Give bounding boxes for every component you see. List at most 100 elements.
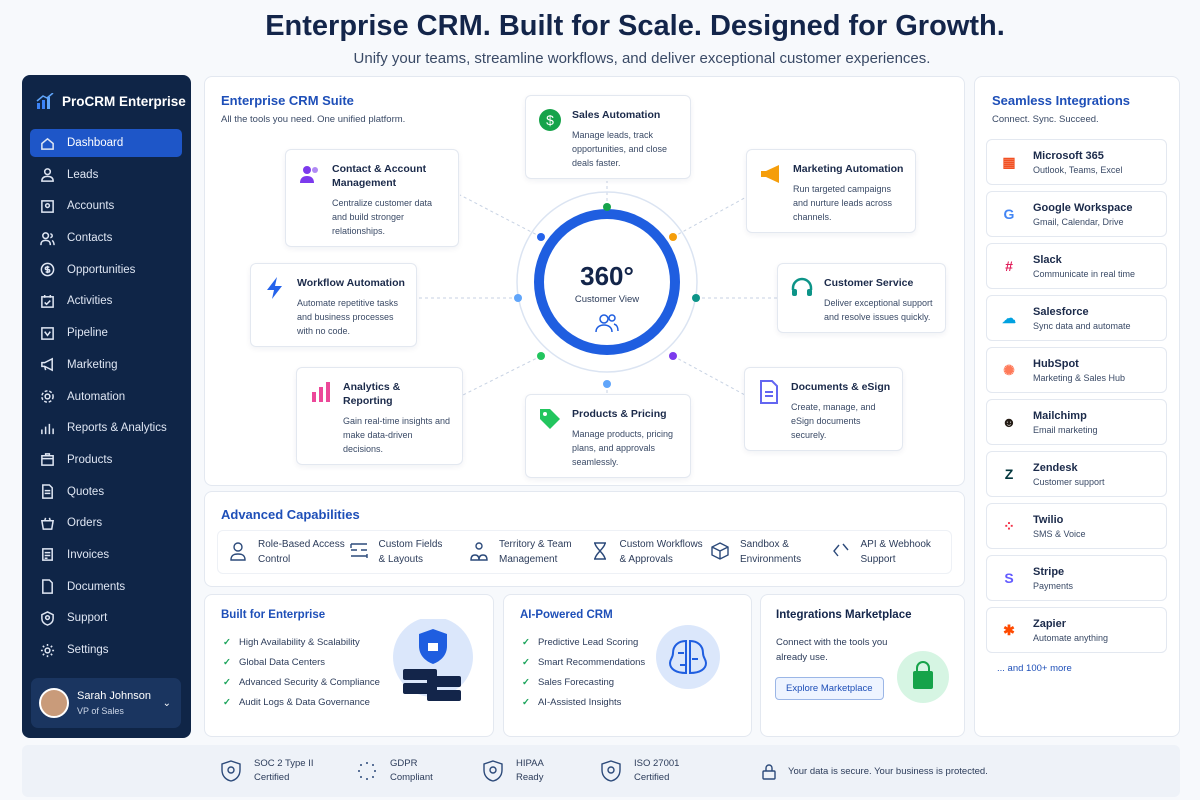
suite-subtitle: All the tools you need. One unified plat… <box>221 114 406 125</box>
sidebar-item-support[interactable]: Support <box>30 604 182 632</box>
hourglass-icon <box>593 542 606 560</box>
feature-card-analytics-reporting[interactable]: Analytics & Reporting Gain real-time insi… <box>296 367 463 465</box>
integrations-panel: Seamless Integrations Connect. Sync. Suc… <box>974 76 1180 737</box>
integration-name: Google Workspace <box>1033 201 1133 214</box>
user-profile[interactable]: Sarah Johnson VP of Sales ⌄ <box>31 678 181 728</box>
feature-card-documents-esign[interactable]: Documents & eSign Create, manage, and eSi… <box>744 367 903 451</box>
feature-card-marketing-automation[interactable]: Marketing Automation Run targeted campaig… <box>746 149 916 233</box>
shopping-bag-icon <box>897 651 949 703</box>
sidebar-item-label: Products <box>67 453 113 466</box>
hubspot-logo-icon: ✺ <box>1003 361 1015 378</box>
capability-item[interactable]: Sandbox & Environments <box>710 537 831 573</box>
file-icon <box>42 579 53 594</box>
feature-card-workflow-automation[interactable]: Workflow Automation Automate repetitive t… <box>250 263 417 347</box>
integration-desc: Automate anything <box>1033 632 1109 643</box>
integration-salesforce[interactable]: ☁ Salesforce Sync data and automate <box>986 295 1167 341</box>
capability-item[interactable]: Territory & Team Management <box>469 537 590 573</box>
capability-line2: & Layouts <box>378 554 423 565</box>
integration-desc: Gmail, Calendar, Drive <box>1033 216 1124 227</box>
integration-zendesk[interactable]: Z Zendesk Customer support <box>986 451 1167 497</box>
ai-panel: AI-Powered CRM ✓ Predictive Lead Scoring ✓… <box>503 594 752 737</box>
marketplace-title: Integrations Marketplace <box>776 609 912 621</box>
integration-desc: Payments <box>1033 580 1074 591</box>
capability-item[interactable]: Custom Workflows & Approvals <box>590 537 711 573</box>
more-integrations-link[interactable]: ... and 100+ more <box>997 663 1072 674</box>
pipeline-icon <box>41 326 54 340</box>
team-icon <box>470 542 488 561</box>
capability-item[interactable]: API & Webhook Support <box>831 537 952 573</box>
card-title: Documents & eSign <box>791 381 891 393</box>
sidebar-item-pipeline[interactable]: Pipeline <box>30 319 182 347</box>
sidebar-item-label: Opportunities <box>67 263 136 276</box>
integration-slack[interactable]: # Slack Communicate in real time <box>986 243 1167 289</box>
card-desc: Automate repetitive tasks and business p… <box>297 298 399 336</box>
integration-desc: Email marketing <box>1033 424 1098 435</box>
integration-name: Zendesk <box>1033 461 1078 474</box>
hub-center: 360° Customer View <box>547 261 667 338</box>
sidebar-item-settings[interactable]: Settings <box>30 636 182 664</box>
marketplace-panel: Integrations Marketplace Connect with th… <box>760 594 965 737</box>
sidebar-item-documents[interactable]: Documents <box>30 573 182 601</box>
sidebar-item-marketing[interactable]: Marketing <box>30 351 182 379</box>
advanced-title: Advanced Capabilities <box>221 507 360 522</box>
integration-hubspot[interactable]: ✺ HubSpot Marketing & Sales Hub <box>986 347 1167 393</box>
chevron-down-icon[interactable]: ⌄ <box>162 697 171 709</box>
sidebar-item-leads[interactable]: Leads <box>30 161 182 189</box>
sidebar-item-label: Leads <box>67 168 99 181</box>
explore-marketplace-button[interactable]: Explore Marketplace <box>775 677 884 700</box>
integration-zapier[interactable]: ✱ Zapier Automate anything <box>986 607 1167 653</box>
sidebar-item-label: Documents <box>67 580 126 593</box>
sidebar-item-automation[interactable]: Automation <box>30 383 182 411</box>
hub-label: Customer View <box>574 294 640 305</box>
feature-card-sales-automation[interactable]: $ Sales Automation Manage leads, track opp… <box>525 95 691 179</box>
marketplace-desc: Connect with the tools you already use. <box>776 637 888 663</box>
feature-text: Smart Recommendations <box>537 657 646 668</box>
sidebar-item-products[interactable]: Products <box>30 446 182 474</box>
sidebar-item-opportunities[interactable]: Opportunities <box>30 256 182 284</box>
sidebar-item-label: Reports & Analytics <box>67 422 167 435</box>
advanced-capabilities-panel: Advanced Capabilities Role-Based Access C… <box>204 491 965 587</box>
feature-card-products-pricing[interactable]: Products & Pricing Manage products, prici… <box>525 394 691 478</box>
sidebar-item-label: Settings <box>67 644 109 656</box>
card-desc: Gain real-time insights and make data-dr… <box>343 416 451 454</box>
ai-title: AI-Powered CRM <box>520 609 613 621</box>
feature-card-contact-account-management[interactable]: Contact & Account Management Centralize c… <box>285 149 459 247</box>
hub-dot <box>692 294 700 302</box>
sidebar-item-dashboard[interactable]: Dashboard <box>30 129 182 157</box>
sidebar-item-reports-analytics[interactable]: Reports & Analytics <box>30 414 182 442</box>
integration-desc: SMS & Voice <box>1033 528 1086 539</box>
lightning-icon <box>267 277 282 299</box>
sidebar-item-contacts[interactable]: Contacts <box>30 224 182 252</box>
card-desc: Deliver exceptional support and resolve … <box>824 298 933 322</box>
integration-microsoft-365[interactable]: ▦ Microsoft 365 Outlook, Teams, Excel <box>986 139 1167 185</box>
integration-stripe[interactable]: S Stripe Payments <box>986 555 1167 601</box>
page-subtitle: Unify your teams, streamline workflows, … <box>353 50 931 67</box>
sidebar-item-invoices[interactable]: Invoices <box>30 541 182 569</box>
integration-twilio[interactable]: ⁘ Twilio SMS & Voice <box>986 503 1167 549</box>
integration-mailchimp[interactable]: ☻ Mailchimp Email marketing <box>986 399 1167 445</box>
capability-item[interactable]: Role-Based Access Control <box>228 537 349 573</box>
capability-item[interactable]: Custom Fields & Layouts <box>349 537 470 573</box>
brand[interactable]: ProCRM Enterprise <box>36 93 186 109</box>
compliance-badge: HIPAA Ready <box>482 757 544 785</box>
sidebar-item-accounts[interactable]: Accounts <box>30 192 182 220</box>
check-icon: ✓ <box>223 657 231 668</box>
sidebar-item-quotes[interactable]: Quotes <box>30 478 182 506</box>
card-desc: Run targeted campaigns and nurture leads… <box>793 184 893 222</box>
sidebar-item-orders[interactable]: Orders <box>30 509 182 537</box>
bar-chart-icon <box>41 423 54 434</box>
page-title: Enterprise CRM. Built for Scale. Designe… <box>265 10 1005 42</box>
secure-notice: Your data is secure. Your business is pr… <box>762 764 988 780</box>
zapier-logo-icon: ✱ <box>1003 621 1015 638</box>
dollar-icon: $ <box>539 109 561 131</box>
integrations-title: Seamless Integrations <box>992 93 1130 108</box>
card-title: Contact & Account Management <box>332 163 427 189</box>
check-icon: ✓ <box>223 677 231 688</box>
integration-google-workspace[interactable]: G Google Workspace Gmail, Calendar, Drive <box>986 191 1167 237</box>
sidebar-item-activities[interactable]: Activities <box>30 287 182 315</box>
building-icon <box>41 200 54 213</box>
feature-card-customer-service[interactable]: Customer Service Deliver exceptional supp… <box>777 263 946 333</box>
suite-title: Enterprise CRM Suite <box>221 93 354 108</box>
card-title: Analytics & Reporting <box>343 381 401 407</box>
feature-check-item: ✓ Advanced Security & Compliance <box>223 677 380 688</box>
